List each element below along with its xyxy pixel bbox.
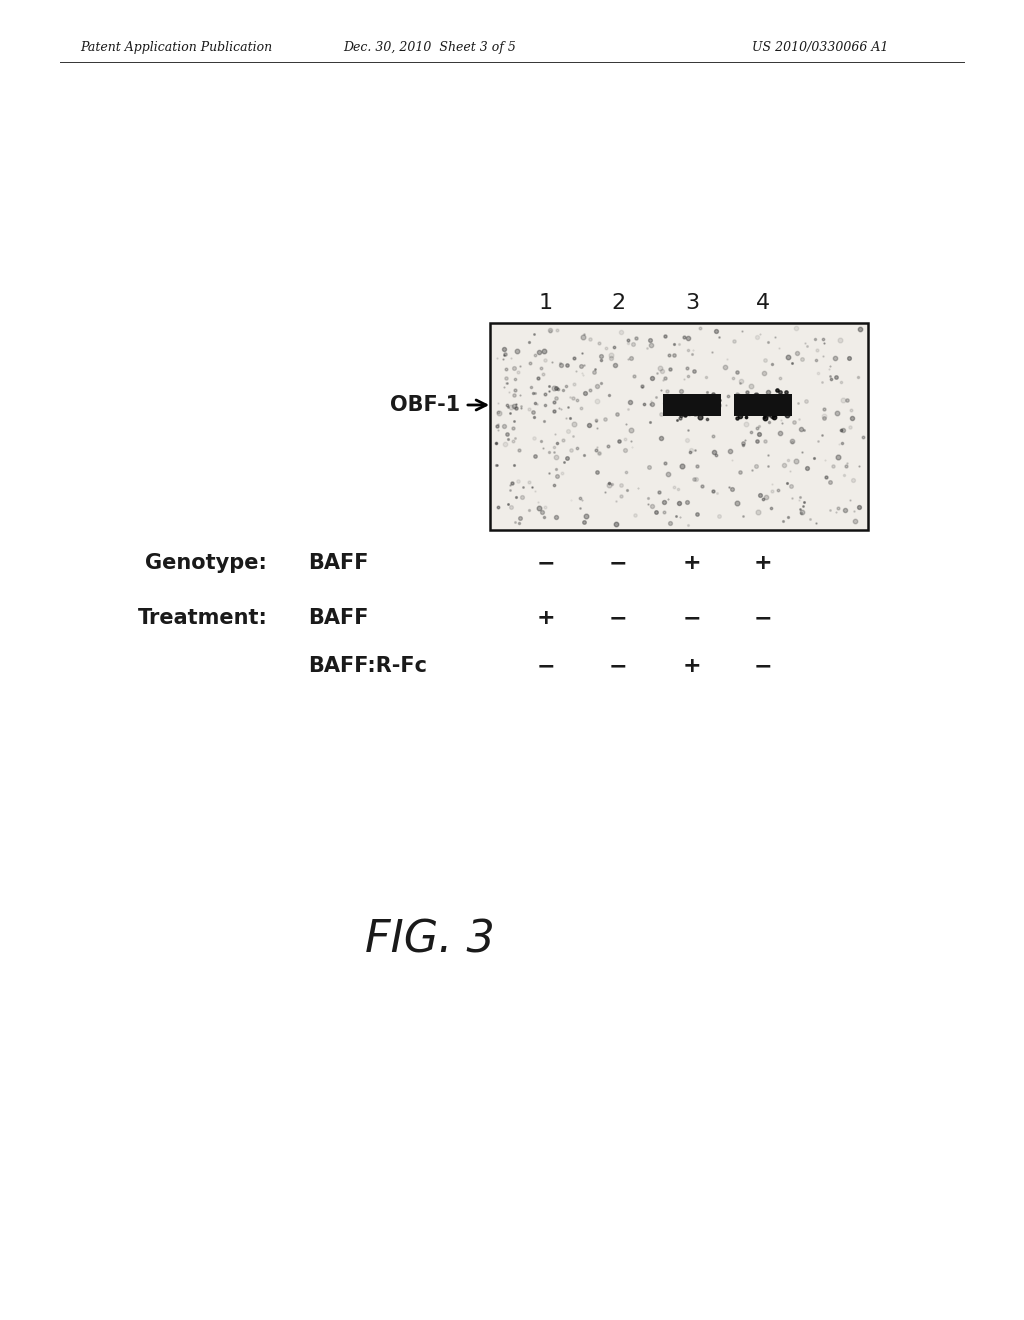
- Text: −: −: [608, 656, 628, 676]
- Text: FIG. 3: FIG. 3: [366, 919, 495, 961]
- Text: −: −: [608, 609, 628, 628]
- Text: BAFF: BAFF: [308, 553, 369, 573]
- Text: OBF-1: OBF-1: [390, 395, 460, 414]
- Text: +: +: [754, 553, 772, 573]
- Text: BAFF: BAFF: [308, 609, 369, 628]
- Text: 3: 3: [685, 293, 699, 313]
- Text: Dec. 30, 2010  Sheet 3 of 5: Dec. 30, 2010 Sheet 3 of 5: [344, 41, 516, 54]
- Text: 4: 4: [756, 293, 770, 313]
- Text: +: +: [537, 609, 555, 628]
- Bar: [663, 393, 721, 416]
- Bar: [490, 323, 868, 531]
- Text: −: −: [754, 656, 772, 676]
- Text: Patent Application Publication: Patent Application Publication: [80, 41, 272, 54]
- Bar: [734, 393, 792, 416]
- Text: BAFF:R-Fc: BAFF:R-Fc: [308, 656, 427, 676]
- Text: −: −: [537, 553, 555, 573]
- Text: Genotype:: Genotype:: [145, 553, 267, 573]
- Text: +: +: [683, 656, 701, 676]
- Text: Treatment:: Treatment:: [138, 609, 268, 628]
- Text: 2: 2: [611, 293, 625, 313]
- Text: −: −: [608, 553, 628, 573]
- Text: +: +: [683, 553, 701, 573]
- Text: −: −: [537, 656, 555, 676]
- Text: US 2010/0330066 A1: US 2010/0330066 A1: [752, 41, 888, 54]
- Text: −: −: [683, 609, 701, 628]
- Text: 1: 1: [539, 293, 553, 313]
- Text: −: −: [754, 609, 772, 628]
